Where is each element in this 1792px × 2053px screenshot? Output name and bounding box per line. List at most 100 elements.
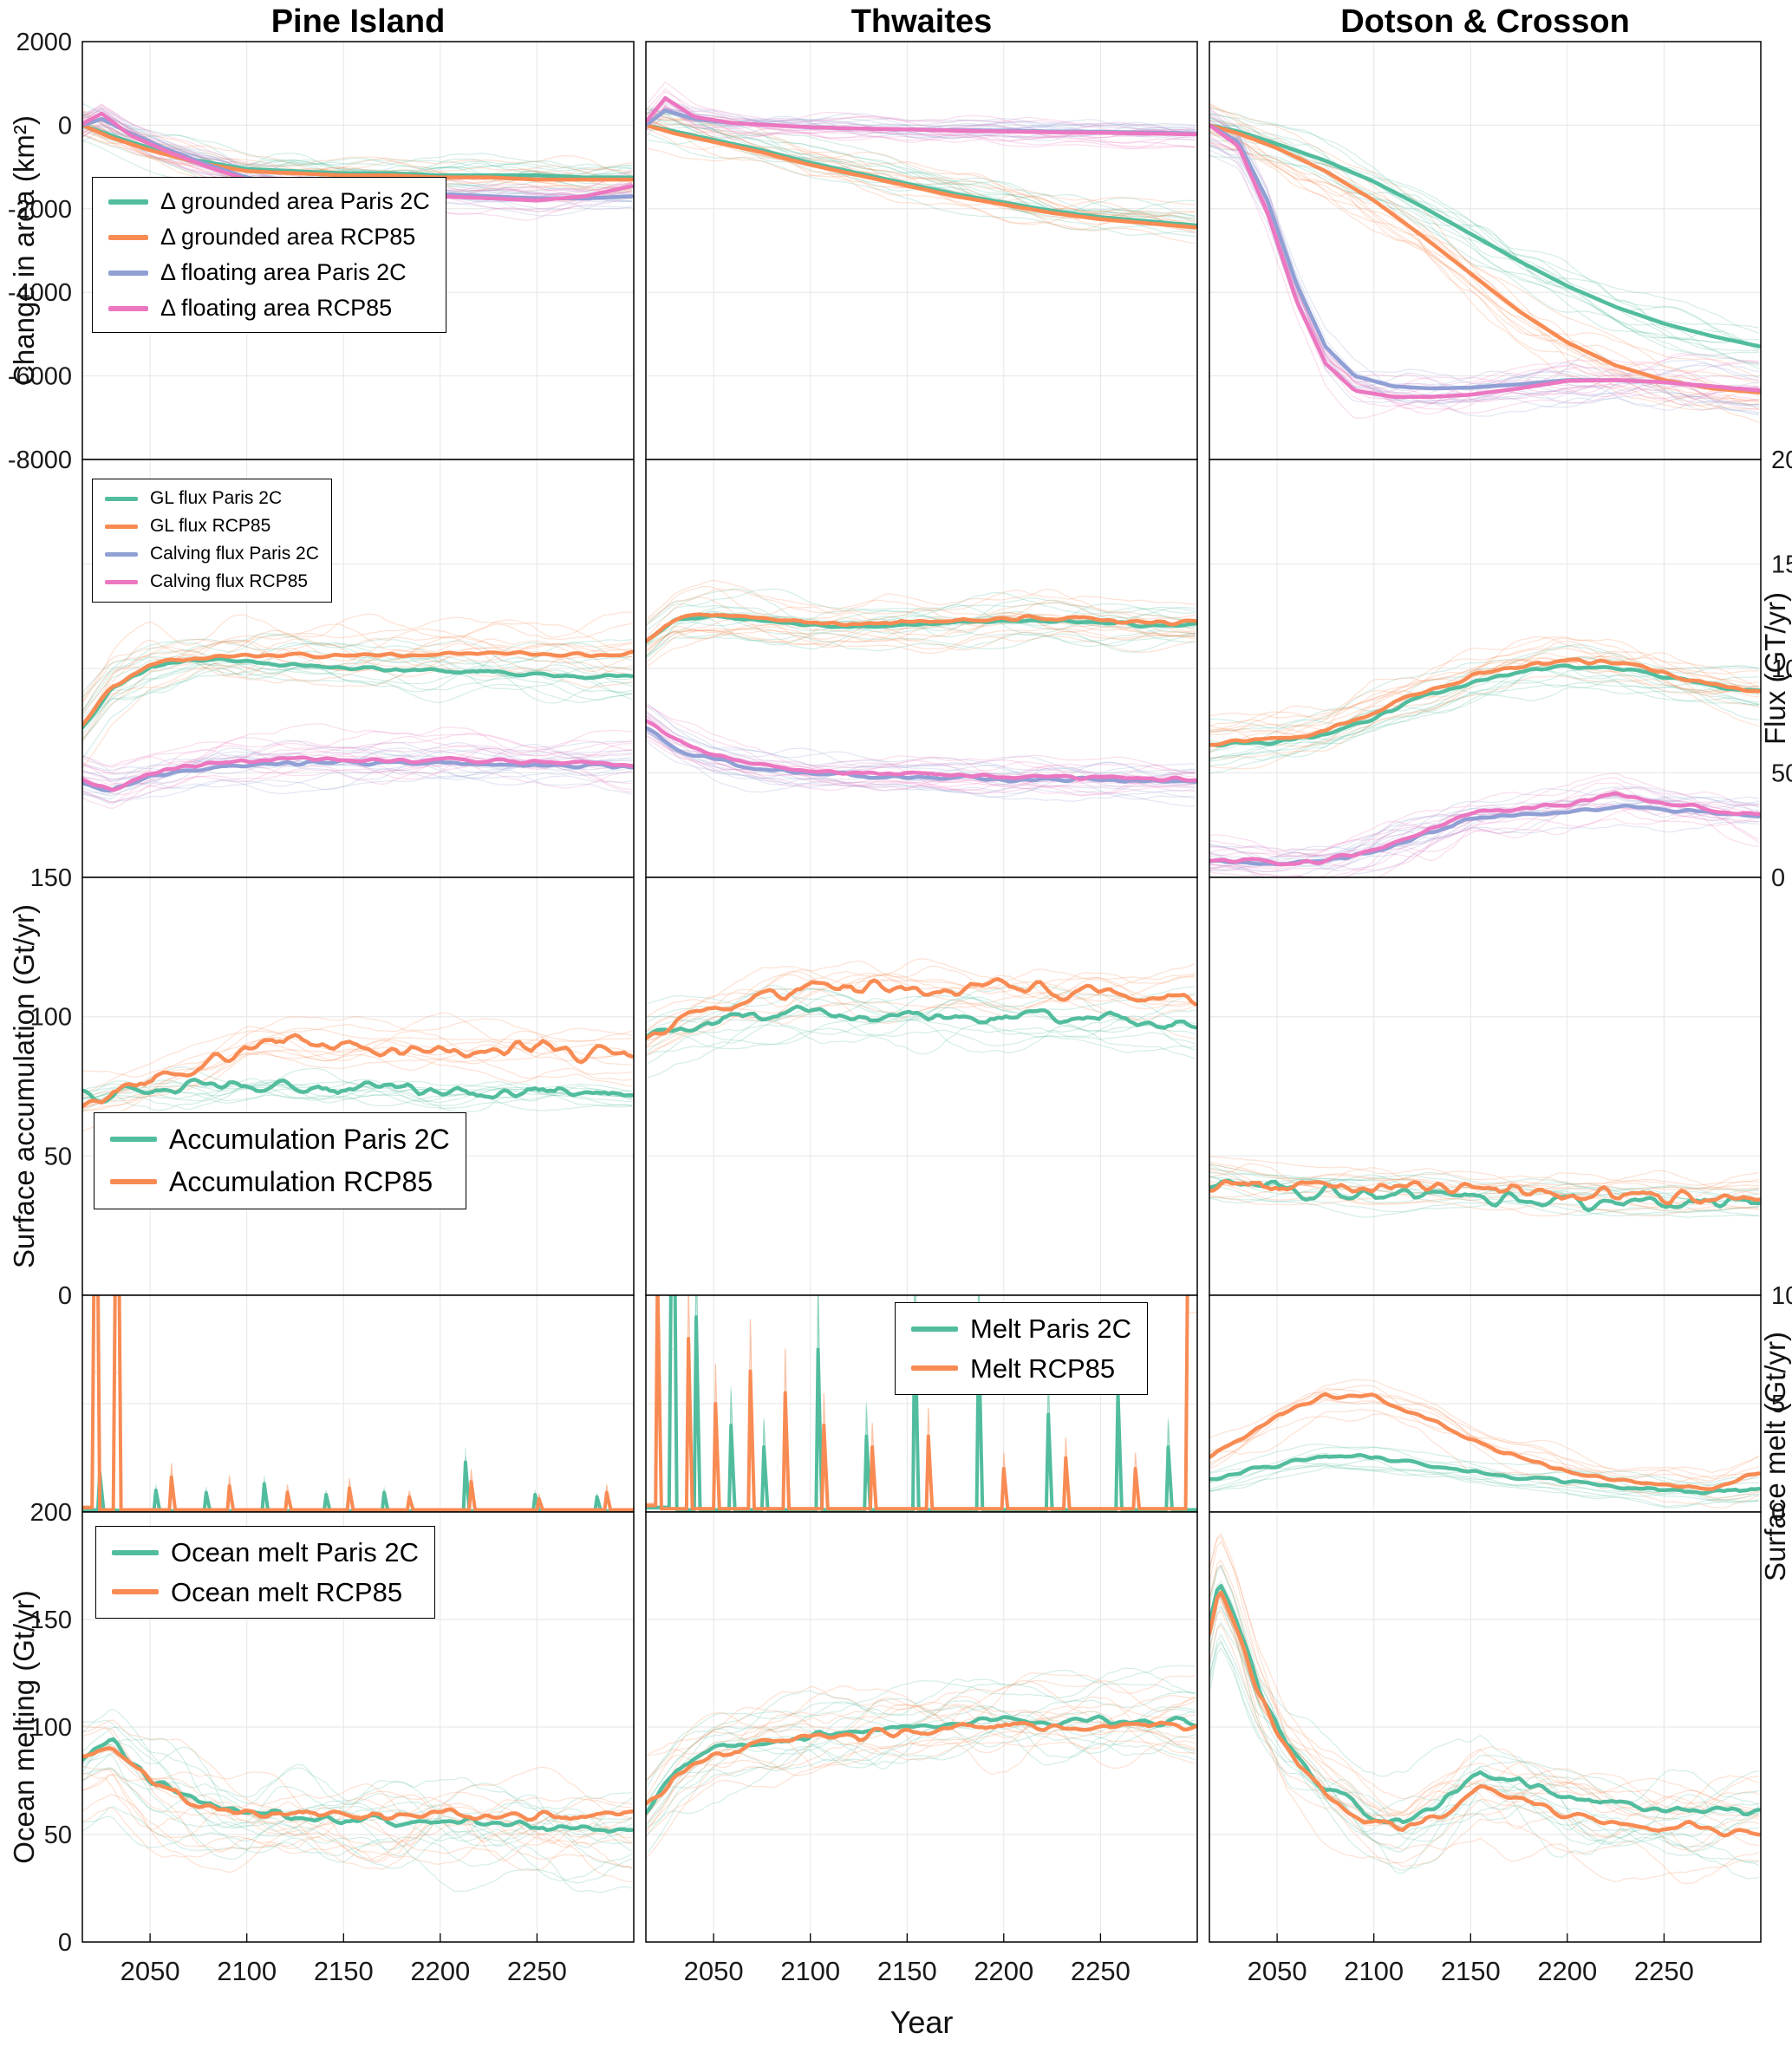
gl-flux-rcp85-ensemble (1209, 637, 1759, 736)
calving-flux-rcp85-ensemble (1209, 805, 1759, 873)
gl-flux-rcp85-ensemble (1209, 675, 1760, 759)
gl-flux-rcp85-ensemble (82, 622, 633, 725)
accumulation-rcp85-ensemble (1209, 1163, 1759, 1192)
gl-flux-rcp85-ensemble (646, 615, 1196, 654)
gl-flux-paris-2c-ensemble (82, 638, 632, 712)
legend-label: Ocean melt RCP85 (171, 1576, 403, 1607)
gl-flux-paris-2c-ensemble (1209, 678, 1759, 751)
legend-item: Δ floating area RCP85 (108, 295, 430, 322)
panel-melt-dotson-crosson (1209, 1294, 1762, 1513)
x-tick-label: 2200 (1537, 1956, 1597, 1986)
-grounded-area-paris-2c-ensemble (82, 102, 632, 175)
ocean-melt-paris-2c-mean (646, 1714, 1197, 1815)
melt-paris-2c-ensemble (1209, 1446, 1759, 1486)
-grounded-area-paris-2c-ensemble (646, 113, 1196, 226)
ocean-melt-rcp85-ensemble (1209, 1596, 1760, 1885)
x-tick-label: 2250 (1634, 1956, 1694, 1986)
calving-flux-paris-2c-ensemble (646, 712, 1196, 775)
y-axis-label-surface-melt: Surface melt (Gt/yr) (1759, 1332, 1791, 1581)
legend-label: Δ grounded area Paris 2C (160, 188, 430, 214)
legend-line-swatch (105, 524, 138, 529)
-grounded-area-rcp85-ensemble (646, 117, 1196, 212)
y-tick-label: 10 (1771, 1282, 1792, 1310)
y-tick-label: 50 (44, 1822, 72, 1849)
x-tick-label: 2050 (1248, 1956, 1307, 1986)
-floating-area-paris-2c-ensemble (1209, 120, 1759, 388)
y-tick-label: 0 (58, 1929, 72, 1957)
-floating-area-rcp85-ensemble (646, 88, 1196, 133)
panel-melt-pine-island (81, 1294, 635, 1513)
panel-area-thwaites (645, 41, 1198, 460)
calving-flux-rcp85-ensemble (646, 715, 1196, 794)
legend-line-swatch (112, 1589, 159, 1595)
accumulation-rcp85-ensemble (1209, 1156, 1759, 1189)
column-title-thwaites: Thwaites (850, 3, 993, 40)
legend-item: Δ grounded area RCP85 (108, 224, 430, 251)
-grounded-area-paris-2c-ensemble (1209, 130, 1759, 345)
melt-paris-2c-ensemble (1209, 1444, 1759, 1485)
mean-lines (82, 1033, 634, 1109)
ocean-melt-rcp85-mean (82, 1745, 634, 1822)
gl-flux-paris-2c-ensemble (82, 662, 632, 759)
legend-line-swatch (911, 1365, 958, 1372)
-floating-area-paris-2c-ensemble (1209, 149, 1759, 414)
legend-label: GL flux RCP85 (150, 516, 271, 537)
-floating-area-rcp85-ensemble (646, 101, 1196, 145)
y-axis-label-area: Change in area (km²) (8, 115, 40, 386)
gl-flux-rcp85-ensemble (1209, 652, 1759, 753)
calving-flux-paris-2c-ensemble (646, 729, 1196, 798)
-grounded-area-rcp85-ensemble (1209, 140, 1759, 407)
legend-item: Ocean melt RCP85 (112, 1577, 419, 1608)
accumulation-rcp85-ensemble (1209, 1161, 1759, 1196)
legend-item: Ocean melt Paris 2C (112, 1537, 419, 1568)
panel-accumulation-thwaites (645, 877, 1198, 1296)
legend-item: Calving flux Paris 2C (105, 544, 319, 564)
accumulation-paris-2c-ensemble (1209, 1163, 1759, 1200)
x-tick-label: 2200 (974, 1956, 1033, 1986)
x-tick-label: 2100 (780, 1956, 840, 1986)
gl-flux-paris-2c-ensemble (646, 588, 1196, 624)
gl-flux-paris-2c-ensemble (82, 663, 632, 740)
panel-border (81, 1511, 635, 1943)
-grounded-area-paris-2c-ensemble (1209, 117, 1759, 352)
y-tick-label: 5 (1771, 1391, 1785, 1418)
-grounded-area-paris-2c-ensemble (646, 116, 1196, 212)
y-tick-label: 150 (1771, 551, 1792, 579)
gridlines (646, 877, 1197, 1295)
ocean-melt-paris-2c-ensemble (82, 1743, 632, 1810)
gl-flux-rcp85-ensemble (82, 638, 632, 716)
panel-area-dotson-crosson (1209, 41, 1762, 460)
gl-flux-rcp85-ensemble (82, 636, 632, 713)
legend-line-swatch (108, 199, 148, 205)
mean-lines (1209, 657, 1761, 867)
accumulation-rcp85-mean (1209, 1179, 1761, 1206)
-grounded-area-rcp85-mean (646, 123, 1197, 230)
mean-lines (1209, 123, 1761, 399)
gl-flux-rcp85-ensemble (646, 629, 1196, 655)
axis-tick-labels: 20000-2000-4000-6000-8000200150100500150… (8, 29, 1792, 1986)
gridlines (646, 42, 1197, 459)
-grounded-area-paris-2c-ensemble (646, 119, 1196, 217)
ocean-melt-paris-2c-ensemble (646, 1724, 1196, 1855)
calving-flux-paris-2c-ensemble (646, 711, 1196, 779)
mean-lines (1209, 1178, 1761, 1213)
calving-flux-paris-2c-ensemble (1233, 820, 1759, 877)
ocean-melt-rcp85-ensemble (82, 1725, 632, 1837)
calving-flux-rcp85-ensemble (1209, 787, 1759, 857)
y-tick-label: 200 (30, 1499, 72, 1527)
-grounded-area-paris-2c-ensemble (1209, 124, 1759, 367)
-grounded-area-paris-2c-ensemble (82, 121, 632, 177)
ocean-melt-rcp85-ensemble (82, 1806, 633, 1869)
-floating-area-rcp85-ensemble (1209, 140, 1759, 420)
gl-flux-rcp85-ensemble (646, 585, 1196, 626)
x-tick-label: 2100 (1344, 1956, 1404, 1986)
ocean-melt-rcp85-ensemble (1209, 1624, 1759, 1882)
column-title-pine-island: Pine Island (270, 3, 446, 40)
legend-item: Δ floating area Paris 2C (108, 259, 430, 286)
calving-flux-paris-2c-ensemble (82, 768, 632, 805)
y-axis-label-flux: Flux (GT/yr) (1759, 592, 1791, 745)
accumulation-paris-2c-mean (1209, 1178, 1761, 1213)
-grounded-area-rcp85-ensemble (646, 118, 1196, 233)
melt-paris-2c-ensemble (1209, 1467, 1759, 1508)
panel-flux-thwaites (645, 459, 1198, 878)
